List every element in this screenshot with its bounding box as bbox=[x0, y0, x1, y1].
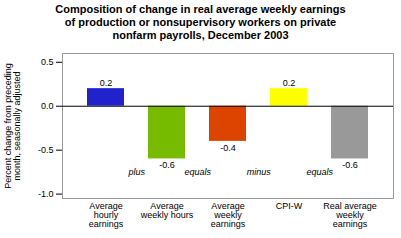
svg-text:CPI-W: CPI-W bbox=[276, 201, 303, 211]
svg-text:Percent change from precedingm: Percent change from precedingmonth, seas… bbox=[3, 63, 22, 189]
svg-text:equals: equals bbox=[306, 167, 333, 177]
svg-text:Averageweekly hours: Averageweekly hours bbox=[140, 201, 194, 220]
svg-text:Real averageweeklyearnings: Real averageweeklyearnings bbox=[323, 201, 377, 229]
svg-text:0.5: 0.5 bbox=[41, 57, 54, 67]
svg-text:minus: minus bbox=[247, 167, 272, 177]
svg-text:-0.6: -0.6 bbox=[342, 160, 358, 170]
svg-text:Averageweeklyearnings: Averageweeklyearnings bbox=[211, 201, 246, 229]
svg-text:Averagehourlyearnings: Averagehourlyearnings bbox=[89, 201, 124, 229]
svg-text:0.0: 0.0 bbox=[41, 101, 54, 111]
svg-text:0.2: 0.2 bbox=[100, 78, 113, 88]
svg-text:equals: equals bbox=[184, 167, 211, 177]
svg-text:-0.4: -0.4 bbox=[220, 143, 236, 153]
svg-text:-0.5: -0.5 bbox=[38, 145, 54, 155]
svg-text:plus: plus bbox=[127, 167, 145, 177]
svg-text:-1.0: -1.0 bbox=[38, 189, 54, 199]
svg-text:-0.6: -0.6 bbox=[159, 160, 175, 170]
svg-text:0.2: 0.2 bbox=[283, 78, 296, 88]
html-text:Composition of change in real: Composition of change in real average we… bbox=[55, 3, 346, 41]
